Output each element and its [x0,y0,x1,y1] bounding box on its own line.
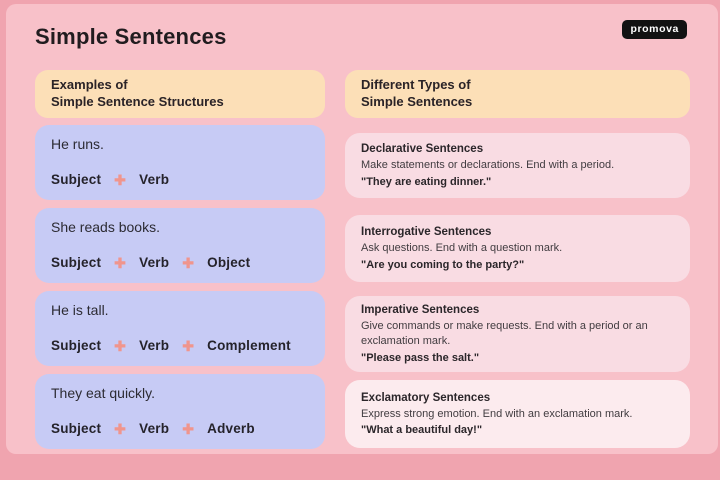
example-card-2: She reads books. Subject ✚ Verb ✚ Object [35,208,325,283]
plus-icon: ✚ [182,337,195,354]
plus-icon: ✚ [114,171,127,188]
type-title: Declarative Sentences [361,143,484,156]
part-label: Adverb [207,421,255,436]
page-title: Simple Sentences [35,24,227,49]
type-description: Give commands or make requests. End with… [361,320,648,347]
example-sentence: She reads books. [51,219,160,235]
type-example: "Please pass the salt." [361,351,480,364]
part-label: Verb [139,255,170,270]
example-card-4: They eat quickly. Subject ✚ Verb ✚ Adver… [35,374,325,449]
examples-column: Examples of Simple Sentence Structures H… [35,70,325,449]
type-example: "What a beautiful day!" [361,424,483,437]
type-title: Imperative Sentences [361,304,480,317]
plus-icon: ✚ [114,337,127,354]
type-title: Interrogative Sentences [361,226,492,239]
type-description: Make statements or declarations. End wit… [361,159,615,172]
example-sentence: He runs. [51,136,104,152]
type-example: "Are you coming to the party?" [361,258,525,271]
plus-icon: ✚ [182,420,195,437]
type-card-imperative: Imperative Sentences Give commands or ma… [345,296,690,372]
structure-parts: Subject ✚ Verb ✚ Object [51,255,309,270]
part-label: Subject [51,172,102,187]
types-header-line2: Simple Sentences [361,94,473,109]
type-card-interrogative: Interrogative Sentences Ask questions. E… [345,215,690,282]
types-column-header: Different Types of Simple Sentences [345,70,690,118]
structure-parts: Subject ✚ Verb ✚ Adverb [51,421,309,436]
example-card-1: He runs. Subject ✚ Verb [35,125,325,200]
promova-logo-badge: promova [622,20,687,39]
type-title: Exclamatory Sentences [361,391,491,404]
part-label: Complement [207,338,291,353]
type-description: Ask questions. End with a question mark. [361,242,563,255]
part-label: Object [207,255,251,270]
types-column: Different Types of Simple Sentences Decl… [345,70,690,448]
part-label: Verb [139,421,170,436]
examples-column-header: Examples of Simple Sentence Structures [35,70,325,118]
part-label: Verb [139,338,170,353]
part-label: Subject [51,421,102,436]
types-header-line1: Different Types of [361,77,471,93]
plus-icon: ✚ [114,254,127,271]
plus-icon: ✚ [182,254,195,271]
examples-header-line1: Examples of [51,77,128,93]
part-label: Subject [51,338,102,353]
type-card-declarative: Declarative Sentences Make statements or… [345,133,690,198]
example-sentence: They eat quickly. [51,385,156,401]
part-label: Subject [51,255,102,270]
type-description: Express strong emotion. End with an excl… [361,407,633,420]
structure-parts: Subject ✚ Verb ✚ Complement [51,338,309,353]
examples-header-line2: Simple Sentence Structures [51,94,224,109]
type-example: "They are eating dinner." [361,175,492,188]
part-label: Verb [139,172,170,187]
example-card-3: He is tall. Subject ✚ Verb ✚ Complement [35,291,325,366]
structure-parts: Subject ✚ Verb [51,172,309,187]
example-sentence: He is tall. [51,302,109,318]
plus-icon: ✚ [114,420,127,437]
type-card-exclamatory: Exclamatory Sentences Express strong emo… [345,380,690,448]
